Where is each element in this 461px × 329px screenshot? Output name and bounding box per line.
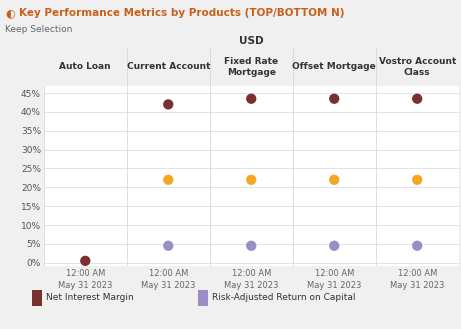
Point [165, 177, 172, 182]
Text: Auto Loan: Auto Loan [59, 62, 111, 71]
Text: Fixed Rate
Mortgage: Fixed Rate Mortgage [224, 57, 278, 77]
Point [331, 96, 338, 101]
Text: Net Interest Margin: Net Interest Margin [46, 293, 134, 302]
Text: Current Account: Current Account [126, 62, 210, 71]
Text: Keep Selection: Keep Selection [5, 25, 72, 34]
Point [331, 177, 338, 182]
Point [165, 102, 172, 107]
Point [414, 177, 421, 182]
Text: ◐: ◐ [6, 8, 15, 18]
Text: Offset Mortgage: Offset Mortgage [292, 62, 376, 71]
Bar [198, 290, 208, 306]
Text: Risk-Adjusted Return on Capital: Risk-Adjusted Return on Capital [212, 293, 355, 302]
Point [248, 177, 255, 182]
Text: Key Performance Metrics by Products (TOP/BOTTOM N): Key Performance Metrics by Products (TOP… [19, 8, 345, 18]
Point [165, 243, 172, 248]
Text: USD: USD [239, 36, 264, 46]
Point [248, 96, 255, 101]
Point [414, 96, 421, 101]
Point [414, 243, 421, 248]
Point [82, 258, 89, 264]
Point [248, 243, 255, 248]
Point [331, 243, 338, 248]
Text: Vostro Account
Class: Vostro Account Class [378, 57, 456, 77]
Bar [32, 290, 42, 306]
